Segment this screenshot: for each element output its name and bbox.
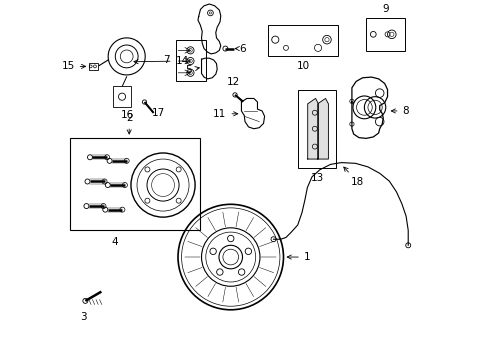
Polygon shape bbox=[242, 99, 265, 129]
Text: 11: 11 bbox=[213, 109, 238, 119]
Bar bbox=[113, 86, 131, 107]
Text: 17: 17 bbox=[151, 108, 165, 118]
Polygon shape bbox=[198, 4, 221, 54]
Text: 4: 4 bbox=[112, 237, 118, 247]
Text: 13: 13 bbox=[310, 173, 323, 183]
Bar bbox=[89, 63, 98, 70]
Text: 3: 3 bbox=[81, 311, 87, 321]
Polygon shape bbox=[318, 99, 328, 159]
FancyBboxPatch shape bbox=[366, 18, 405, 51]
Text: 16: 16 bbox=[121, 110, 134, 120]
Text: 14: 14 bbox=[134, 56, 189, 66]
Text: 9: 9 bbox=[383, 4, 389, 14]
Text: 12: 12 bbox=[226, 77, 240, 87]
Polygon shape bbox=[308, 99, 319, 159]
Text: 1: 1 bbox=[287, 252, 311, 262]
Text: 18: 18 bbox=[344, 167, 365, 187]
Text: 6: 6 bbox=[235, 44, 246, 54]
Text: 7: 7 bbox=[164, 55, 170, 65]
FancyBboxPatch shape bbox=[175, 40, 206, 81]
Polygon shape bbox=[352, 77, 388, 138]
Text: 2: 2 bbox=[126, 113, 132, 134]
Polygon shape bbox=[201, 58, 217, 79]
Text: 10: 10 bbox=[296, 61, 310, 71]
Text: 8: 8 bbox=[391, 106, 409, 116]
Text: 5: 5 bbox=[185, 65, 199, 75]
FancyBboxPatch shape bbox=[268, 26, 338, 56]
Text: 15: 15 bbox=[61, 62, 86, 71]
FancyBboxPatch shape bbox=[298, 90, 336, 168]
FancyBboxPatch shape bbox=[71, 138, 200, 230]
